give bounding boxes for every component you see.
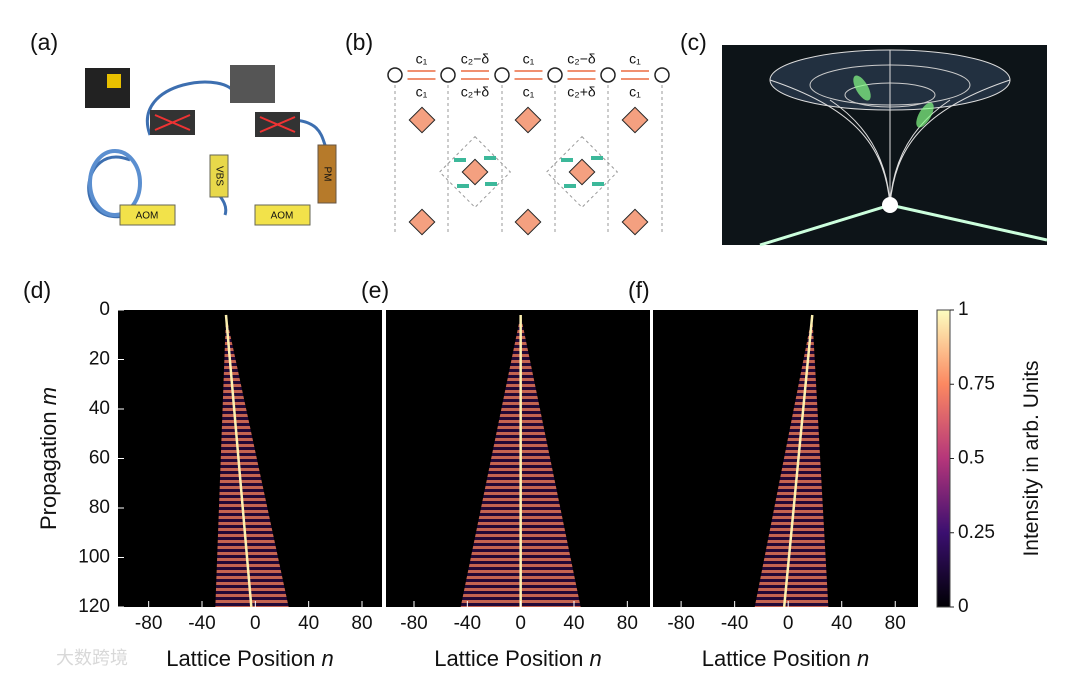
sign bbox=[561, 158, 573, 162]
x-axis-label: Lattice Position n bbox=[434, 646, 602, 671]
x-tick-label: -40 bbox=[721, 613, 748, 634]
site bbox=[440, 67, 456, 83]
x-tick-label: 0 bbox=[250, 613, 261, 634]
diamond bbox=[514, 106, 542, 134]
coupling-label: c₁ bbox=[416, 51, 428, 67]
diamond bbox=[568, 158, 596, 186]
sign bbox=[457, 184, 469, 188]
setup-illustration bbox=[85, 65, 337, 226]
coupling-label: c₁ bbox=[629, 51, 641, 67]
y-tick-label: 0 bbox=[99, 299, 110, 320]
device-label: PM bbox=[321, 167, 332, 182]
y-tick-label: 60 bbox=[89, 448, 110, 469]
site bbox=[600, 67, 616, 83]
site bbox=[654, 67, 670, 83]
coupling-label: c₂−δ bbox=[567, 51, 596, 67]
heatmap-wave bbox=[754, 314, 829, 607]
x-tick-label: 80 bbox=[351, 613, 372, 634]
lattice-diagram: c₁ c₁ c₂−δ c₂+δ c₁ c₁ c₂−δ c₂+δ c₁ c₁ bbox=[387, 51, 670, 236]
device-label: AOM bbox=[271, 211, 294, 222]
y-axis-title: Propagation bbox=[36, 411, 61, 530]
diamond bbox=[621, 106, 649, 134]
site bbox=[547, 67, 563, 83]
heatmap-peak bbox=[224, 314, 253, 608]
x-tick-label: 0 bbox=[783, 613, 794, 634]
sign bbox=[564, 184, 576, 188]
x-axis-var: n bbox=[590, 646, 602, 671]
coupling-label: c₂+δ bbox=[567, 84, 596, 100]
x-tick-label: 80 bbox=[617, 613, 638, 634]
y-axis-label: Propagation m bbox=[36, 387, 61, 530]
y-tick-label: 100 bbox=[78, 547, 110, 568]
panel-label: (f) bbox=[628, 277, 650, 303]
sign bbox=[454, 158, 466, 162]
colorbar-tick-label: 1 bbox=[958, 299, 969, 320]
y-axis-var: m bbox=[36, 387, 61, 405]
colorbar-tick-label: 0 bbox=[958, 596, 969, 617]
x-axis-label: Lattice Position n bbox=[166, 646, 334, 671]
y-tick-label: 120 bbox=[78, 596, 110, 617]
colorbar-tick-label: 0.25 bbox=[958, 522, 995, 543]
box bbox=[438, 135, 512, 209]
box bbox=[545, 135, 619, 209]
heatmap-peak bbox=[782, 314, 814, 608]
y-tick-label: 20 bbox=[89, 349, 110, 370]
x-tick-label: 40 bbox=[563, 613, 584, 634]
panel-label: (d) bbox=[23, 277, 51, 303]
coupling-label: c₁ bbox=[416, 84, 428, 100]
diamond bbox=[408, 208, 436, 236]
x-axis-var: n bbox=[857, 646, 869, 671]
colorbar bbox=[936, 309, 951, 608]
x-tick-label: -80 bbox=[667, 613, 694, 634]
x-tick-label: 40 bbox=[298, 613, 319, 634]
x-axis-title: Lattice Position bbox=[702, 646, 851, 671]
x-axis-label: Lattice Position n bbox=[702, 646, 870, 671]
diamond bbox=[408, 106, 436, 134]
x-axis-title: Lattice Position bbox=[166, 646, 315, 671]
coupling-label: c₁ bbox=[523, 84, 535, 100]
coupling-label: c₂+δ bbox=[461, 84, 490, 100]
panel-label: (c) bbox=[680, 29, 707, 55]
x-tick-label: -80 bbox=[135, 613, 162, 634]
panel-label: (a) bbox=[30, 29, 58, 55]
heatmap-wave bbox=[215, 314, 289, 607]
x-axis-var: n bbox=[322, 646, 334, 671]
site bbox=[387, 67, 403, 83]
watermark: 大数跨境 bbox=[56, 648, 128, 668]
site bbox=[494, 67, 510, 83]
x-tick-label: 0 bbox=[515, 613, 526, 634]
sign bbox=[485, 182, 497, 186]
sign bbox=[484, 156, 496, 160]
x-tick-label: -80 bbox=[400, 613, 427, 634]
x-axis-title: Lattice Position bbox=[434, 646, 583, 671]
colorbar-tick-label: 0.5 bbox=[958, 448, 984, 469]
funnel-photo bbox=[722, 45, 1048, 247]
device-label: AOM bbox=[136, 211, 159, 222]
colorbar-tick-label: 0.75 bbox=[958, 373, 995, 394]
x-tick-label: 80 bbox=[885, 613, 906, 634]
sign bbox=[592, 182, 604, 186]
x-tick-label: 40 bbox=[831, 613, 852, 634]
x-tick-label: -40 bbox=[454, 613, 481, 634]
panel-label: (b) bbox=[345, 29, 373, 55]
coupling-label: c₁ bbox=[523, 51, 535, 67]
diamond bbox=[514, 208, 542, 236]
y-tick-label: 80 bbox=[89, 497, 110, 518]
y-tick-label: 40 bbox=[89, 398, 110, 419]
diamond bbox=[461, 158, 489, 186]
x-tick-label: -40 bbox=[188, 613, 215, 634]
device-label: VBS bbox=[213, 166, 224, 186]
panel-label: (e) bbox=[361, 277, 389, 303]
colorbar-label: Intensity in arb. Units bbox=[1020, 360, 1043, 556]
diamond bbox=[621, 208, 649, 236]
coupling-label: c₂−δ bbox=[461, 51, 490, 67]
coupling-label: c₁ bbox=[629, 84, 641, 100]
sign bbox=[591, 156, 603, 160]
